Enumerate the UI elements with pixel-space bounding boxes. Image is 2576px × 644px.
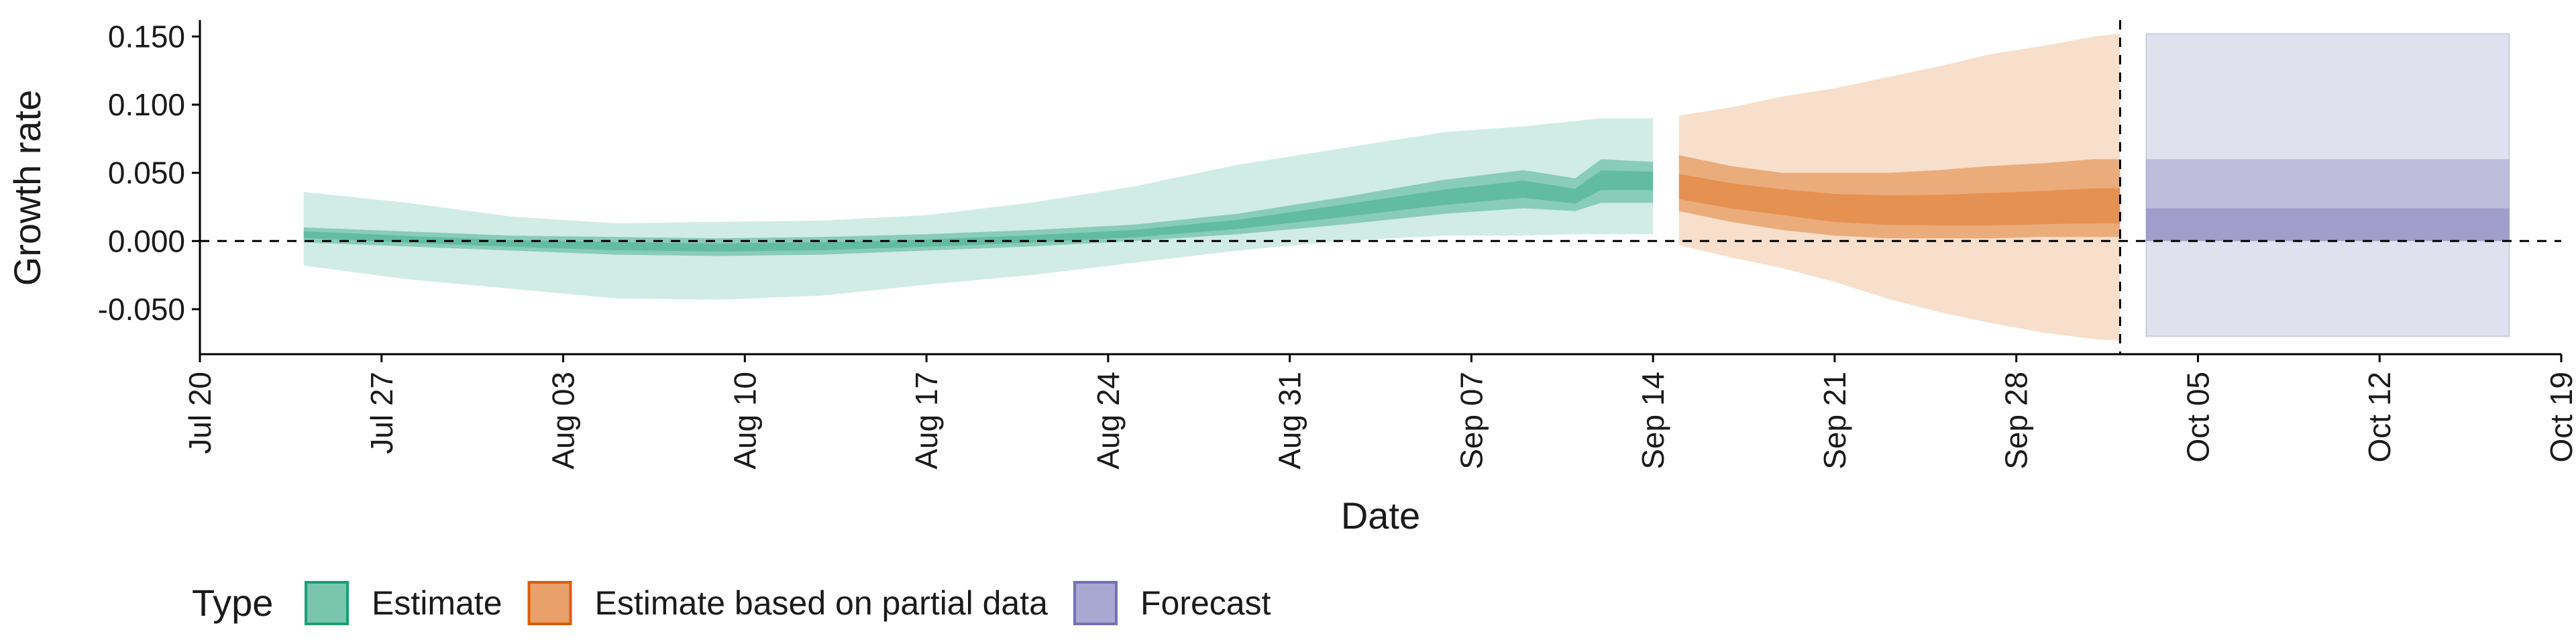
axes: -0.050 0.000 0.050 0.100 0.150 Jul 20 Jul 27 Au… [98, 19, 2576, 469]
estimate-based-on-partial-data-band-50 [1678, 155, 2121, 239]
reference-lines [200, 20, 2561, 354]
x-tick-label: Jul 20 [182, 372, 217, 454]
legend-swatch-estimate [305, 581, 349, 625]
legend-swatch-forecast [1073, 581, 1118, 625]
forecast-band-50 [2146, 208, 2510, 241]
estimate-band-90 [303, 118, 1654, 300]
legend-label-estimate-based-on-partial-data: Estimate based on partial data [595, 584, 1049, 622]
y-axis-title: Growth rate [6, 90, 48, 286]
x-tick-label: Aug 17 [909, 372, 944, 470]
ribbons-layer [303, 33, 2510, 341]
x-tick-label: Sep 28 [1999, 372, 2034, 470]
y-tick-label: -0.050 [98, 292, 185, 327]
x-tick-label: Jul 27 [364, 372, 399, 454]
x-tick-label: Sep 14 [1635, 372, 1670, 470]
legend-label-estimate: Estimate [372, 584, 502, 622]
estimate-based-on-partial-data-band-90 [1678, 34, 2121, 341]
legend-swatch-estimate-based-on-partial-data [527, 581, 572, 625]
y-tick-label: 0.150 [108, 19, 185, 54]
x-tick-label: Sep 21 [1817, 372, 1852, 470]
x-tick-label: Oct 19 [2544, 372, 2576, 463]
y-tick-label: 0.000 [108, 223, 185, 258]
x-tick-label: Oct 12 [2362, 372, 2397, 463]
legend: Type Estimate Estimate based on partial d… [192, 581, 1271, 625]
x-axis-title: Date [1341, 494, 1420, 537]
estimate-band-25 [303, 170, 1654, 252]
forecast-band-mid [2146, 159, 2510, 241]
y-tick-label: 0.100 [108, 87, 185, 122]
x-tick-label: Aug 03 [546, 372, 581, 470]
forecast-band-90 [2145, 33, 2510, 337]
legend-title: Type [192, 582, 273, 624]
x-tick-label: Aug 24 [1091, 372, 1126, 470]
x-tick-label: Sep 07 [1454, 372, 1489, 470]
estimate-band-50 [303, 159, 1654, 256]
y-tick-label: 0.050 [108, 156, 185, 191]
estimate-based-on-partial-data-band-25 [1678, 174, 2121, 226]
x-tick-label: Aug 31 [1273, 372, 1307, 470]
x-tick-label: Oct 05 [2181, 372, 2216, 463]
legend-label-forecast: Forecast [1140, 584, 1271, 622]
x-tick-label: Aug 10 [727, 372, 762, 470]
